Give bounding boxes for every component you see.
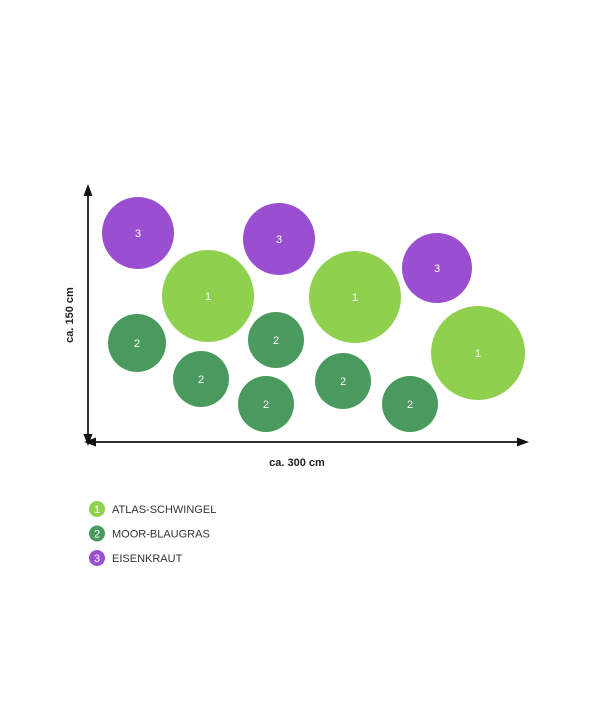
plant-circle xyxy=(238,376,294,432)
legend-number: 2 xyxy=(94,528,100,540)
legend-number: 3 xyxy=(94,553,100,565)
plant-circle xyxy=(173,351,229,407)
plant-number: 3 xyxy=(135,228,141,240)
plant-number: 2 xyxy=(273,335,279,347)
legend-name: EISENKRAUT xyxy=(112,553,183,565)
legend-dot xyxy=(89,501,105,517)
height-label: ca. 150 cm xyxy=(64,287,76,343)
plant-number: 2 xyxy=(263,399,269,411)
legend-name: MOOR-BLAUGRAS xyxy=(112,528,210,540)
legend-number: 1 xyxy=(94,504,100,516)
plant-number: 1 xyxy=(352,292,358,304)
plant-number: 1 xyxy=(475,348,481,360)
plant-circle xyxy=(248,312,304,368)
plant-number: 1 xyxy=(205,291,211,303)
plant-number: 3 xyxy=(276,234,282,246)
plant-number: 2 xyxy=(134,338,140,350)
plant-circle xyxy=(108,314,166,372)
plant-number: 3 xyxy=(434,263,440,275)
plant-circle xyxy=(402,233,472,303)
plant-number: 2 xyxy=(198,374,204,386)
plant-circle xyxy=(243,203,315,275)
plant-circle xyxy=(309,251,401,343)
legend-dot xyxy=(89,525,105,542)
width-label: ca. 300 cm xyxy=(269,457,325,469)
plant-circle xyxy=(162,250,254,342)
legend-name: ATLAS-SCHWINGEL xyxy=(112,504,216,516)
plant-circle xyxy=(315,353,371,409)
plant-circle xyxy=(102,197,174,269)
plant-number: 2 xyxy=(407,399,413,411)
plant-circle xyxy=(382,376,438,432)
legend-dot xyxy=(89,550,105,566)
plant-circle xyxy=(431,306,525,400)
plant-number: 2 xyxy=(340,376,346,388)
